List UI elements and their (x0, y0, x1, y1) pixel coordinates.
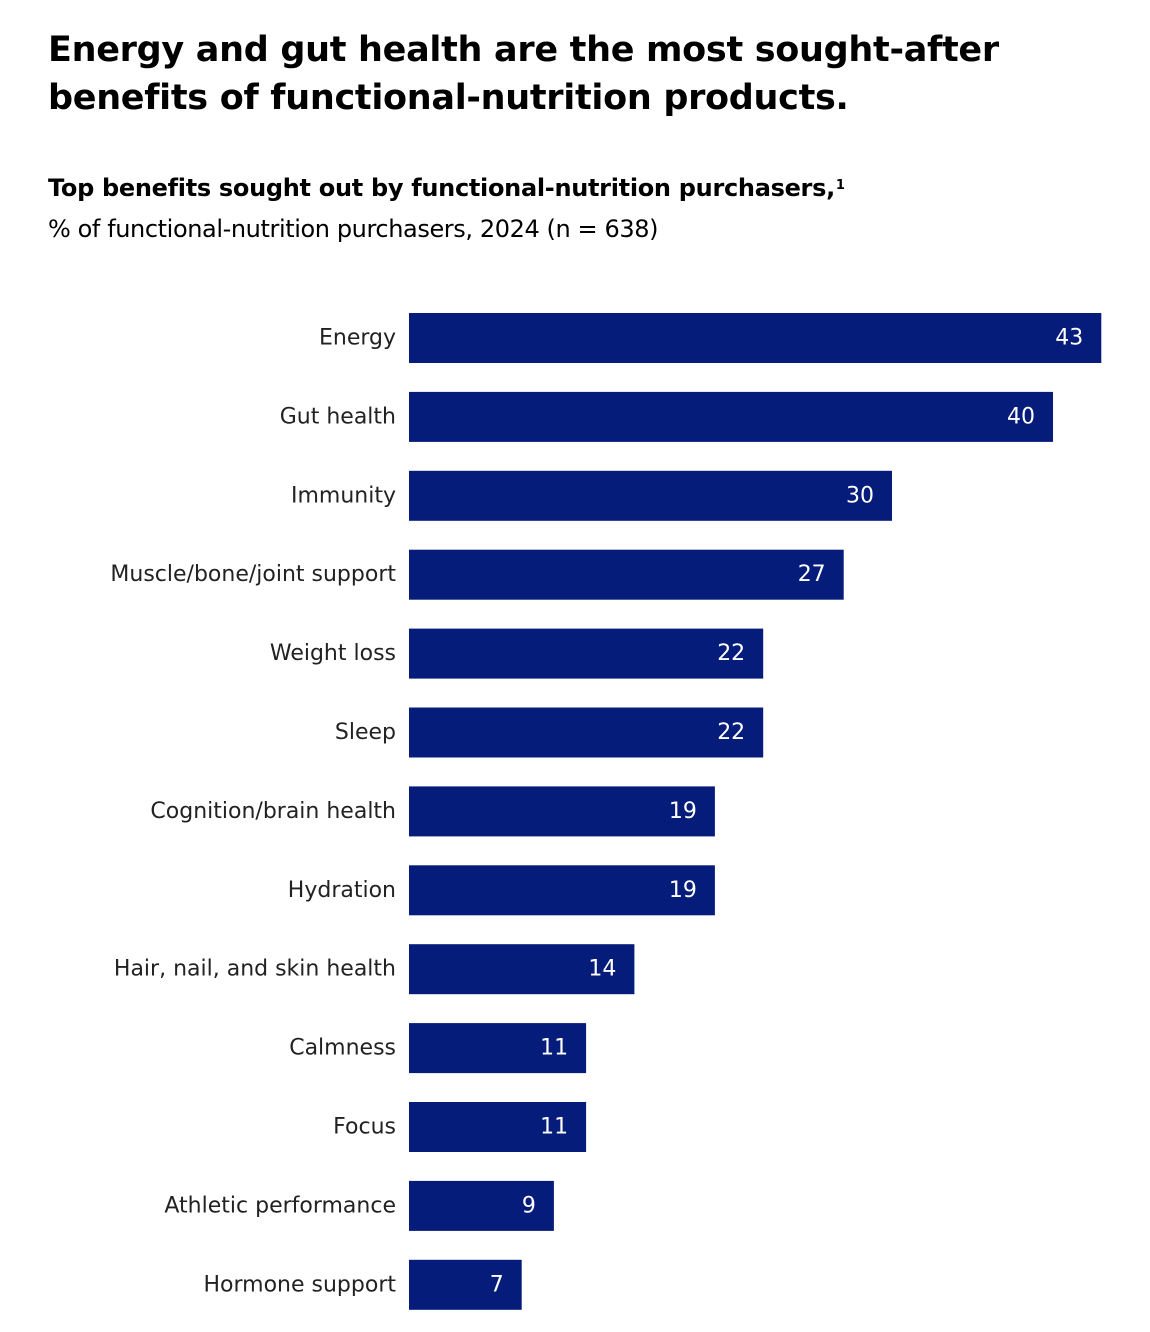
category-label: Hair, nail, and skin health (114, 957, 396, 982)
bar (409, 944, 635, 995)
category-label: Calmness (289, 1036, 396, 1061)
chart-title: Top benefits sought out by functional-nu… (48, 170, 845, 206)
bar (409, 1023, 587, 1074)
category-label: Sleep (335, 720, 396, 745)
category-label: Weight loss (270, 641, 396, 666)
value-label: 7 (490, 1272, 504, 1297)
value-label: 22 (717, 641, 745, 666)
value-label: 19 (669, 799, 697, 824)
bar (409, 786, 715, 837)
bar (409, 628, 764, 679)
category-label: Hydration (288, 878, 396, 903)
bar (409, 313, 1102, 363)
category-label: Athletic performance (164, 1193, 396, 1218)
footnote-marker: 1 (835, 178, 845, 193)
category-label: Muscle/bone/joint support (110, 562, 396, 587)
bar (409, 865, 715, 916)
category-label: Focus (333, 1115, 396, 1140)
bars-layer: Energy 43 Gut health 40 Immunity 30 Muscle/bon… (110, 313, 1102, 1310)
chart-title-text: Top benefits sought out by functional-nu… (48, 174, 835, 202)
chart-subtitle: % of functional-nutrition purchasers, 20… (48, 215, 659, 243)
value-label: 30 (846, 483, 874, 508)
value-label: 9 (522, 1193, 536, 1218)
category-label: Hormone support (204, 1272, 397, 1297)
bar (409, 1180, 554, 1231)
value-label: 27 (798, 562, 826, 587)
bar (409, 549, 844, 600)
category-label: Cognition/brain health (150, 799, 396, 824)
headline: Energy and gut health are the most sough… (48, 30, 999, 118)
bar (409, 1259, 522, 1310)
value-label: 11 (540, 1036, 568, 1061)
value-label: 19 (669, 878, 697, 903)
category-label: Gut health (280, 404, 396, 429)
category-label: Immunity (291, 483, 396, 508)
bar (409, 1102, 587, 1152)
value-label: 22 (717, 720, 745, 745)
bar (409, 470, 892, 521)
value-label: 11 (540, 1115, 568, 1140)
bar (409, 707, 764, 758)
bar (409, 391, 1053, 442)
value-label: 14 (588, 957, 616, 982)
value-label: 40 (1007, 404, 1035, 429)
value-label: 43 (1055, 326, 1083, 351)
category-label: Energy (319, 326, 396, 351)
